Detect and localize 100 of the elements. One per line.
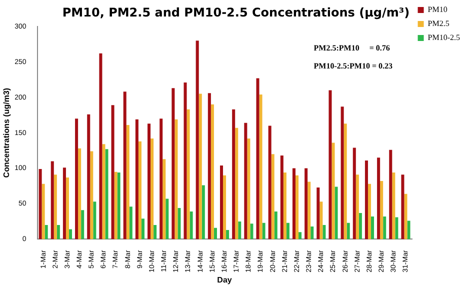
- bar: [316, 187, 320, 240]
- bar: [364, 160, 368, 240]
- bar: [123, 92, 126, 240]
- bar: [99, 53, 102, 240]
- bar: [196, 40, 199, 240]
- bar: [102, 144, 106, 240]
- bar: [232, 109, 236, 240]
- bar: [214, 228, 217, 240]
- bar: [178, 208, 181, 240]
- bar: [66, 178, 69, 240]
- bar: [389, 150, 392, 240]
- bar: [238, 221, 242, 240]
- bar: [368, 184, 371, 240]
- bar: [380, 181, 384, 240]
- bar: [371, 216, 374, 240]
- bar: [198, 94, 202, 240]
- bar: [172, 88, 175, 240]
- bar: [75, 118, 78, 240]
- bar: [81, 210, 84, 240]
- bar: [56, 225, 60, 240]
- bar: [50, 161, 54, 240]
- bar: [292, 168, 296, 240]
- bar: [250, 224, 254, 240]
- annotation: PM2.5:PM10 = 0.76: [314, 43, 390, 52]
- bar: [407, 220, 410, 240]
- bar: [377, 158, 380, 240]
- bar: [114, 172, 118, 240]
- bar: [190, 212, 193, 240]
- bar: [271, 154, 274, 240]
- bar: [154, 225, 157, 240]
- bar: [54, 174, 57, 240]
- bar: [44, 225, 48, 240]
- bar: [68, 229, 72, 240]
- bar: [304, 168, 308, 240]
- bar: [328, 90, 332, 240]
- bar: [105, 149, 108, 240]
- bar: [160, 118, 163, 240]
- chart-title: PM10, PM2.5 and PM10-2.5 Concentrations (μg/m³): [62, 5, 410, 20]
- bar: [210, 104, 214, 240]
- bar: [344, 124, 347, 240]
- bar: [395, 217, 398, 240]
- bar: [247, 138, 250, 240]
- y-axis-title: Concentrations (ug/m3): [2, 88, 12, 178]
- bar: [186, 109, 190, 240]
- bar: [166, 198, 169, 240]
- bar: [268, 126, 272, 240]
- bar: [259, 94, 262, 240]
- bar: [286, 222, 290, 240]
- legend-label: PM2.5: [428, 19, 450, 28]
- bar: [346, 222, 350, 240]
- bar: [322, 225, 326, 240]
- bar: [298, 232, 302, 240]
- bar: [296, 175, 299, 240]
- bar: [90, 151, 94, 240]
- bar: [150, 138, 154, 240]
- bar: [256, 78, 260, 240]
- bar: [358, 212, 362, 240]
- bar: [308, 182, 311, 240]
- bar: [332, 142, 335, 240]
- bar: [340, 106, 344, 240]
- bar: [244, 122, 248, 240]
- bar: [352, 148, 356, 240]
- bar: [220, 165, 224, 240]
- bar: [310, 226, 314, 240]
- bar: [223, 175, 226, 240]
- bar: [62, 168, 66, 240]
- bar: [401, 174, 404, 240]
- bar: [87, 114, 90, 240]
- bar: [226, 230, 230, 240]
- bar: [126, 125, 130, 240]
- bar: [280, 156, 284, 240]
- bar: [404, 194, 408, 240]
- annotation: PM10-2.5:PM10 = 0.23: [314, 61, 393, 70]
- bar: [129, 206, 132, 240]
- legend-label: PM10: [428, 5, 448, 14]
- bar: [208, 93, 211, 240]
- bar: [38, 168, 42, 240]
- bar: [383, 216, 386, 240]
- bar: [162, 159, 166, 240]
- bar: [202, 185, 205, 240]
- bar: [356, 174, 359, 240]
- bar: [93, 202, 96, 240]
- bar: [148, 124, 151, 240]
- x-axis-title: Day: [217, 275, 232, 284]
- bar: [334, 186, 338, 240]
- bar: [42, 184, 45, 240]
- bar: [111, 105, 114, 240]
- bar: [117, 172, 120, 240]
- bar: [141, 218, 144, 240]
- bar: [184, 82, 187, 240]
- bar: [262, 222, 266, 240]
- bar: [78, 148, 82, 240]
- bar: [235, 128, 238, 240]
- bar: [392, 172, 396, 240]
- legend-label: PM10-2.5: [428, 33, 460, 42]
- bar: [320, 202, 323, 240]
- bar: [274, 212, 278, 240]
- bar: [283, 172, 286, 240]
- bar: [138, 141, 142, 240]
- bar: [135, 119, 138, 240]
